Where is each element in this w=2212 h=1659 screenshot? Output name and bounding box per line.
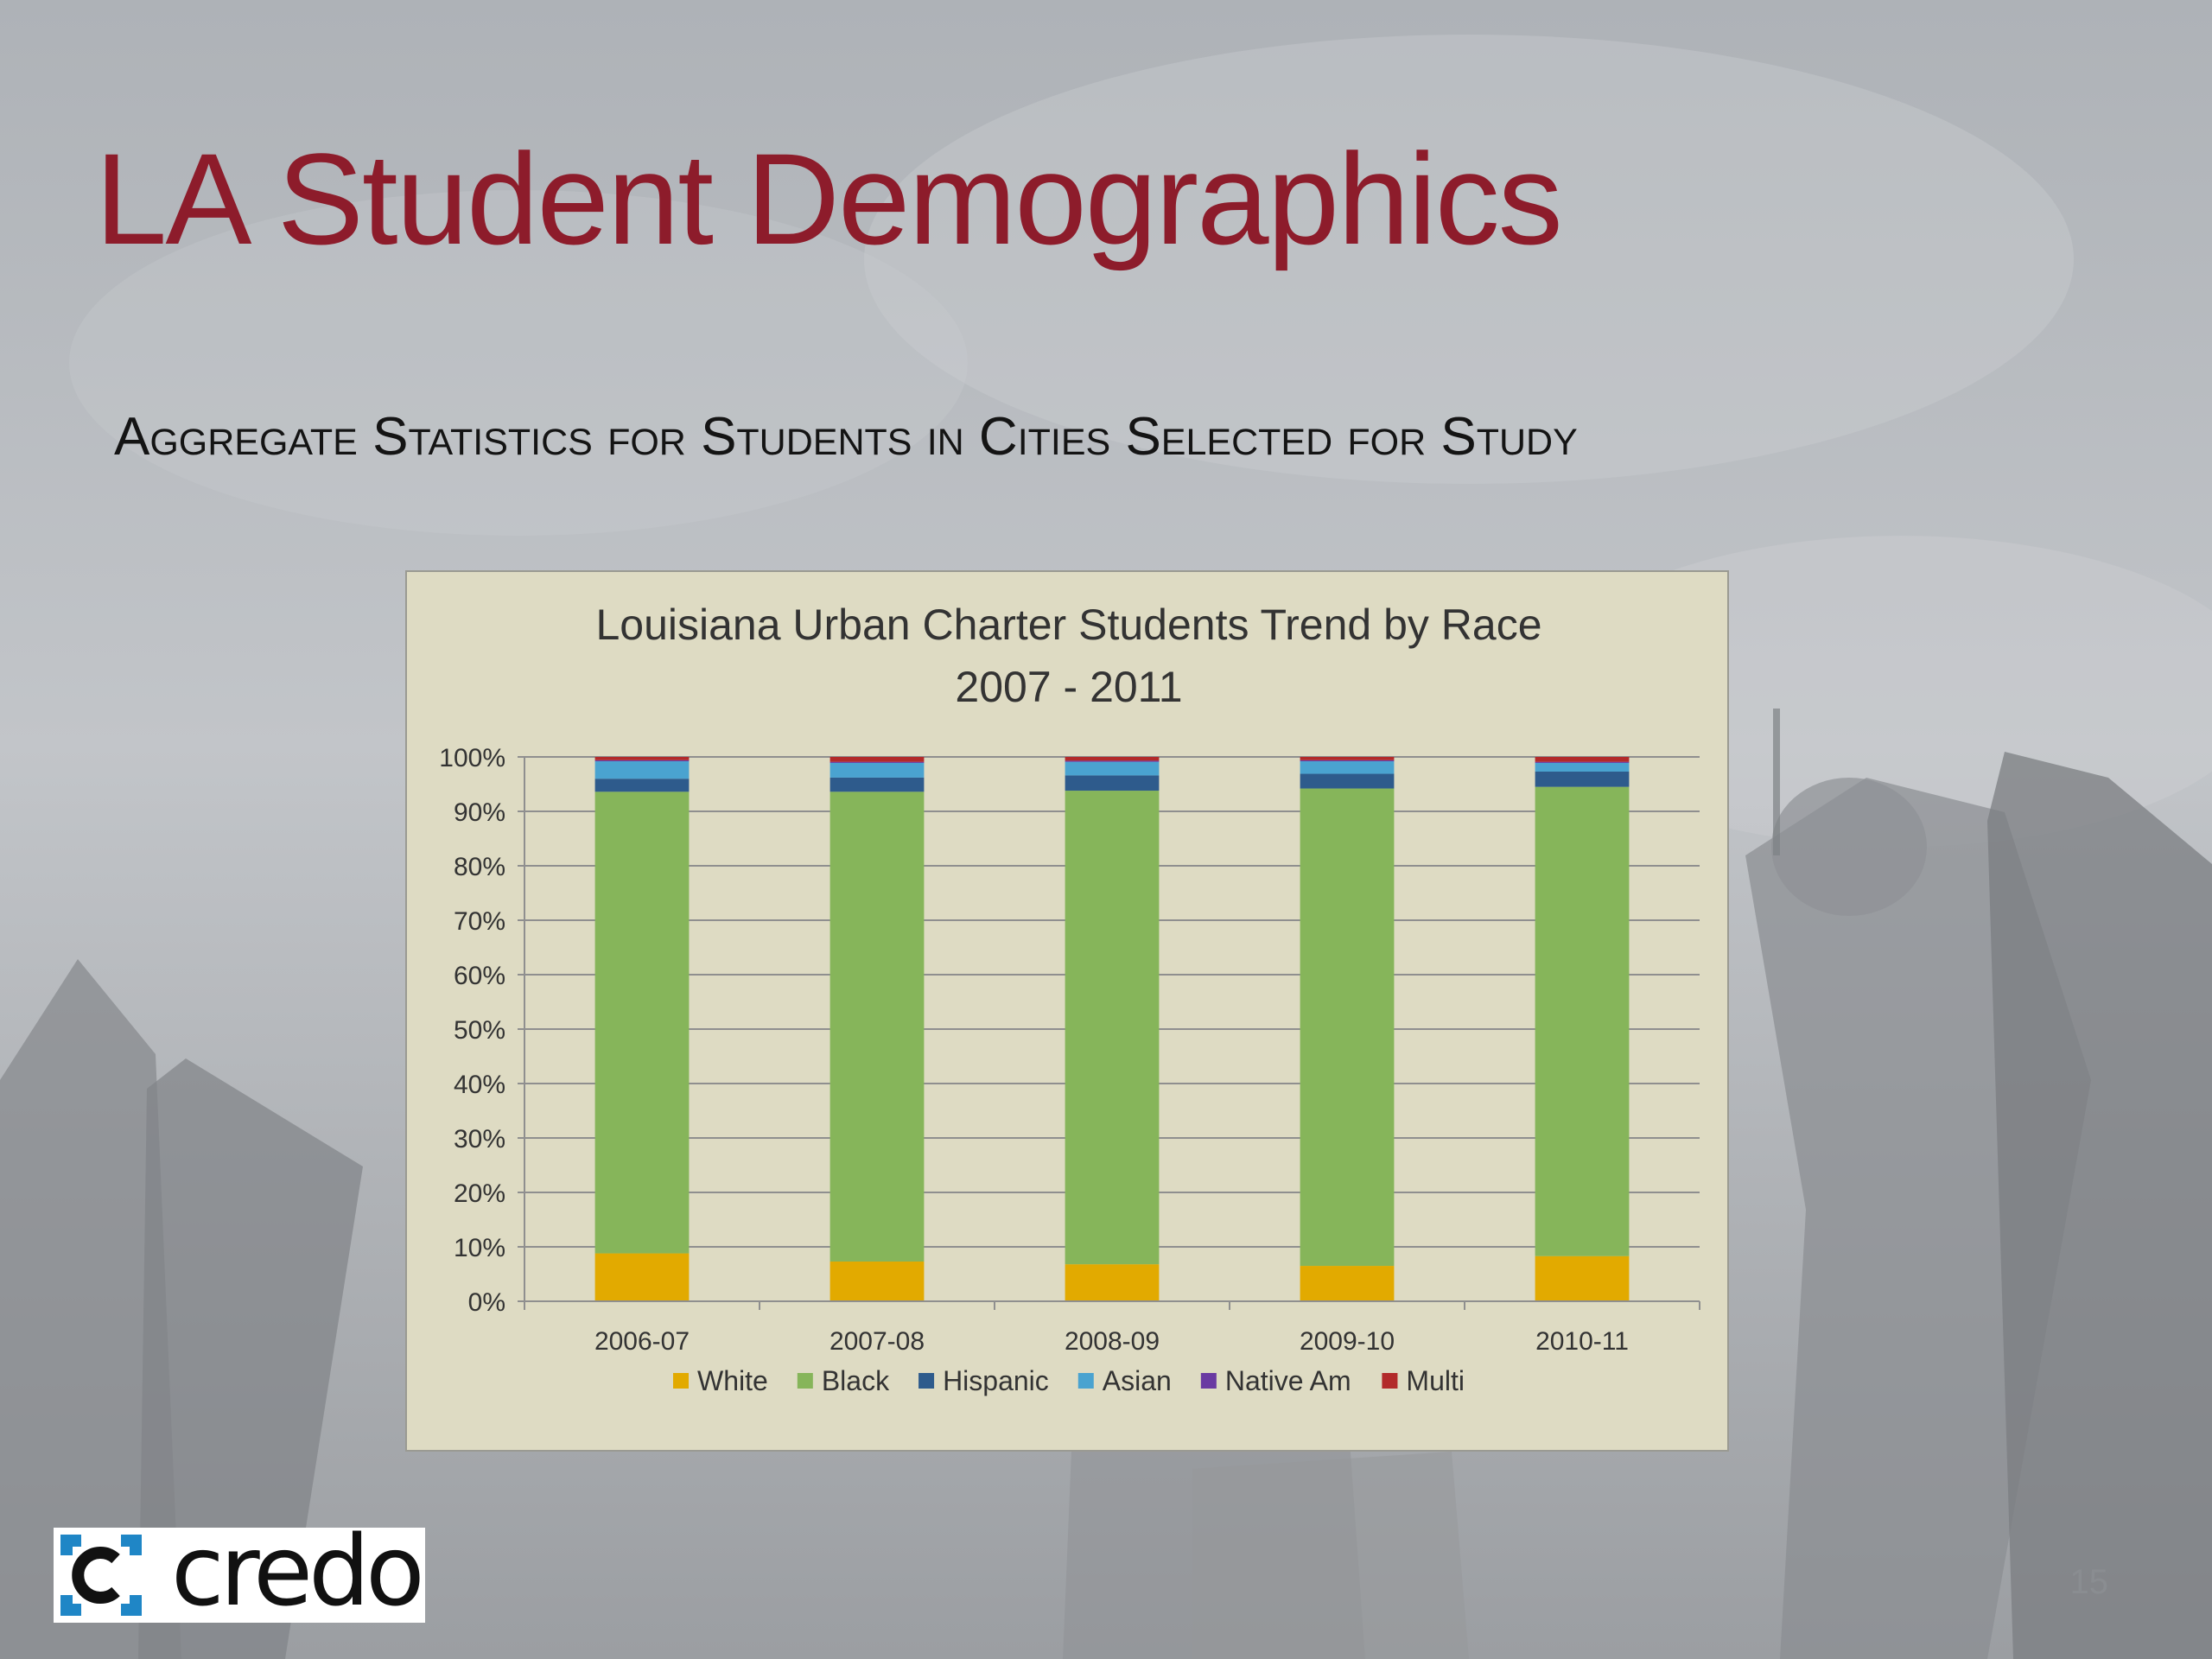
y-tick-label: 10% [454,1234,505,1262]
bar-segment-white [830,1262,925,1301]
x-tick-label: 2006-07 [594,1327,690,1356]
x-axis [524,757,1700,1310]
credo-logo: credo [54,1516,425,1628]
y-tick-label: 70% [454,907,505,936]
y-tick-label: 0% [468,1288,505,1317]
y-tick-label: 60% [454,962,505,990]
bar-segment-hispanic [594,779,690,792]
legend-swatch [1077,1373,1094,1389]
bar-segment-multi [1065,757,1160,761]
bar-segment-native-am [1300,760,1395,762]
y-tick-label: 90% [454,798,505,827]
bar-segment-white [1065,1264,1160,1301]
x-tick-label: 2008-09 [1065,1327,1160,1356]
chart-subtitle: 2007 - 2011 [955,663,1182,711]
credo-wordmark: credo [171,1516,425,1628]
legend-swatch [1200,1373,1217,1389]
y-tick-label: 40% [454,1071,505,1099]
legend-label: Hispanic [943,1365,1049,1396]
bar-segment-white [1535,1255,1630,1301]
bar-segment-black [830,791,925,1262]
bar-segment-native-am [830,761,925,763]
y-tick-label: 80% [454,853,505,881]
bar-segment-asian [1300,761,1395,774]
bar-segment-black [1065,791,1160,1265]
bar-segment-asian [594,761,690,779]
bar-segment-black [594,791,690,1254]
legend-swatch [797,1373,813,1389]
y-tick-label: 20% [454,1179,505,1208]
chart-container: Louisiana Urban Charter Students Trend b… [405,570,1729,1452]
bar-segment-multi [830,757,925,762]
y-tick-label: 30% [454,1125,505,1154]
y-tick-label: 100% [439,744,505,772]
page-number: 15 [2069,1563,2109,1601]
bar-segment-black [1300,788,1395,1267]
bar-segment-multi [1535,757,1630,762]
legend-label: Black [822,1365,890,1396]
bar-segment-hispanic [830,777,925,792]
bar-segment-hispanic [1300,773,1395,789]
x-tick-label: 2009-10 [1300,1327,1395,1356]
bar-segment-multi [1300,757,1395,760]
bar-segment-white [594,1253,690,1301]
bar-segment-asian [1065,761,1160,776]
legend-swatch [673,1373,690,1389]
legend-label: Asian [1103,1365,1172,1396]
bar-segment-hispanic [1535,772,1630,787]
x-axis-labels: 2006-07 2007-08 2008-09 2009-10 2010-11 [594,1327,1629,1356]
chart-title: Louisiana Urban Charter Students Trend b… [595,601,1541,649]
legend-swatch [1382,1373,1398,1389]
x-tick-label: 2010-11 [1535,1327,1629,1356]
bar-segment-hispanic [1065,775,1160,791]
y-tick-label: 50% [454,1016,505,1045]
bar-segment-native-am [1535,761,1630,763]
bars [594,757,1630,1301]
bar-segment-native-am [1065,760,1160,762]
bar-segment-black [1535,786,1630,1256]
legend-swatch [918,1373,935,1389]
legend-label: Native Am [1225,1365,1351,1396]
legend-label: White [697,1365,768,1396]
legend-label: Multi [1406,1365,1465,1396]
bar-segment-asian [1535,762,1630,772]
credo-bracket-icon [60,1535,142,1616]
y-axis-ticks: 0% 10% 20% 30% 40% 50% 60% 70% 80% 90% 100% [439,744,524,1317]
x-tick-label: 2007-08 [830,1327,925,1356]
bar-segment-asian [830,762,925,778]
bar-segment-native-am [594,760,690,762]
bar-segment-multi [594,757,690,760]
slide-subtitle: Aggregate Statistics for Students in Cit… [114,407,1578,467]
stacked-bar-chart: Louisiana Urban Charter Students Trend b… [439,601,1700,1396]
bar-segment-white [1300,1266,1395,1301]
slide-title: LA Student Demographics [95,126,1563,271]
legend: White Black Hispanic Asian Native Am Multi [673,1365,1465,1396]
